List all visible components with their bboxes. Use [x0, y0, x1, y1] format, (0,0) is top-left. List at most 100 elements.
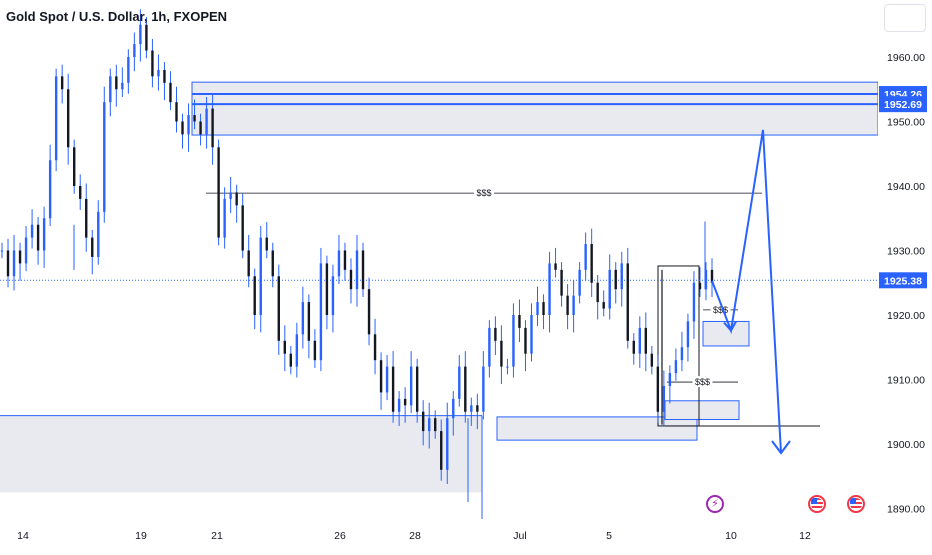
candle-body	[193, 115, 196, 122]
x-tick-label: 10	[725, 530, 737, 542]
candle-body	[66, 89, 70, 148]
candle-body	[259, 237, 262, 315]
candle-body	[91, 237, 94, 257]
y-tick-label: 1960.00	[887, 52, 925, 64]
candle-body	[277, 276, 280, 341]
candle-body	[458, 366, 461, 399]
candle-body	[500, 340, 503, 367]
liquidity-label: $$$	[476, 188, 491, 198]
candle-body	[620, 263, 623, 290]
candle-body	[295, 334, 299, 367]
candle-body	[229, 192, 232, 199]
candle-body	[145, 24, 148, 51]
y-tick-label: 1930.00	[887, 246, 925, 258]
candle-body	[650, 353, 654, 367]
y-tick-label: 1890.00	[887, 504, 925, 516]
candle-body	[482, 366, 485, 412]
candle-body	[698, 282, 702, 290]
candle-body	[680, 347, 684, 361]
candle-body	[614, 269, 617, 290]
candle-body	[385, 366, 389, 393]
price-tag	[879, 272, 927, 289]
candle-body	[355, 250, 359, 290]
x-tick-label: 26	[334, 530, 346, 542]
candle-body	[133, 44, 136, 57]
candle-body	[211, 108, 214, 148]
candle-body	[223, 198, 226, 238]
x-tick-label: Jul	[513, 530, 526, 542]
candle-body	[235, 192, 238, 206]
x-tick-label: 21	[211, 530, 223, 542]
candle-body	[391, 366, 395, 412]
candle-body	[349, 269, 353, 290]
candle-body	[584, 244, 587, 270]
candle-body	[361, 250, 365, 290]
candle-body	[446, 418, 449, 470]
candle-body	[313, 340, 317, 361]
candle-body	[169, 82, 172, 103]
candle-body	[103, 102, 106, 212]
candle-body	[512, 315, 515, 367]
y-tick-label: 1920.00	[887, 310, 925, 322]
chart-title: Gold Spot / U.S. Dollar, 1h, FXOPEN	[6, 9, 228, 24]
candle-body	[566, 295, 569, 315]
candle-body	[73, 147, 76, 186]
supply-zone-top	[191, 81, 879, 136]
price-tag	[879, 96, 927, 113]
y-tick-label: 1940.00	[887, 181, 925, 193]
candle-body	[241, 205, 244, 251]
interval: 1h	[151, 9, 167, 24]
candle-body	[373, 334, 377, 361]
candle-body	[30, 224, 34, 238]
candle-body	[632, 340, 635, 354]
candle-body	[301, 302, 305, 335]
y-tick-label: 1950.00	[887, 117, 925, 129]
candle-body	[343, 250, 347, 270]
candle-body	[175, 102, 178, 122]
demand-zone-left	[0, 415, 482, 493]
candle-body	[307, 302, 311, 341]
candle-body	[187, 115, 190, 135]
candle-body	[271, 250, 274, 277]
candle-body	[421, 411, 425, 432]
candle-body	[157, 69, 160, 77]
candle-body	[704, 269, 708, 290]
candle-body	[686, 321, 690, 348]
candle-body	[109, 76, 112, 103]
candle-body	[668, 373, 672, 386]
bolt-icon[interactable]: ⚡	[706, 495, 724, 513]
candle-body	[379, 360, 383, 393]
candle-body	[554, 263, 557, 270]
liquidity-label-bg	[474, 187, 494, 199]
candle-body	[36, 224, 40, 251]
candle-body	[217, 147, 220, 238]
candle-body	[415, 366, 419, 412]
us-flag-icon[interactable]	[808, 495, 826, 513]
candle-body	[331, 276, 335, 315]
candle-body	[494, 327, 497, 341]
candle-body	[139, 24, 142, 45]
candle-body	[452, 398, 455, 419]
candle-body	[151, 50, 154, 77]
candle-body	[518, 315, 521, 328]
candle-body	[542, 302, 545, 315]
candle-body	[85, 198, 88, 238]
us-flag-icon[interactable]	[847, 495, 865, 513]
x-tick-label: 28	[409, 530, 421, 542]
liquidity-label-bg	[710, 303, 731, 315]
candle-body	[60, 76, 64, 90]
time-axis[interactable]	[0, 520, 932, 550]
liquidity-label: $$$	[695, 377, 710, 387]
candle-body	[247, 250, 250, 277]
candle-body	[590, 244, 593, 283]
candle-body	[0, 250, 4, 252]
candle-body	[6, 250, 10, 277]
candle-body	[506, 366, 509, 368]
projection-path	[711, 129, 782, 454]
candle-body	[409, 366, 413, 406]
candle-body	[578, 269, 581, 296]
chart-settings-button[interactable]	[884, 4, 926, 32]
candle-body	[319, 263, 323, 361]
